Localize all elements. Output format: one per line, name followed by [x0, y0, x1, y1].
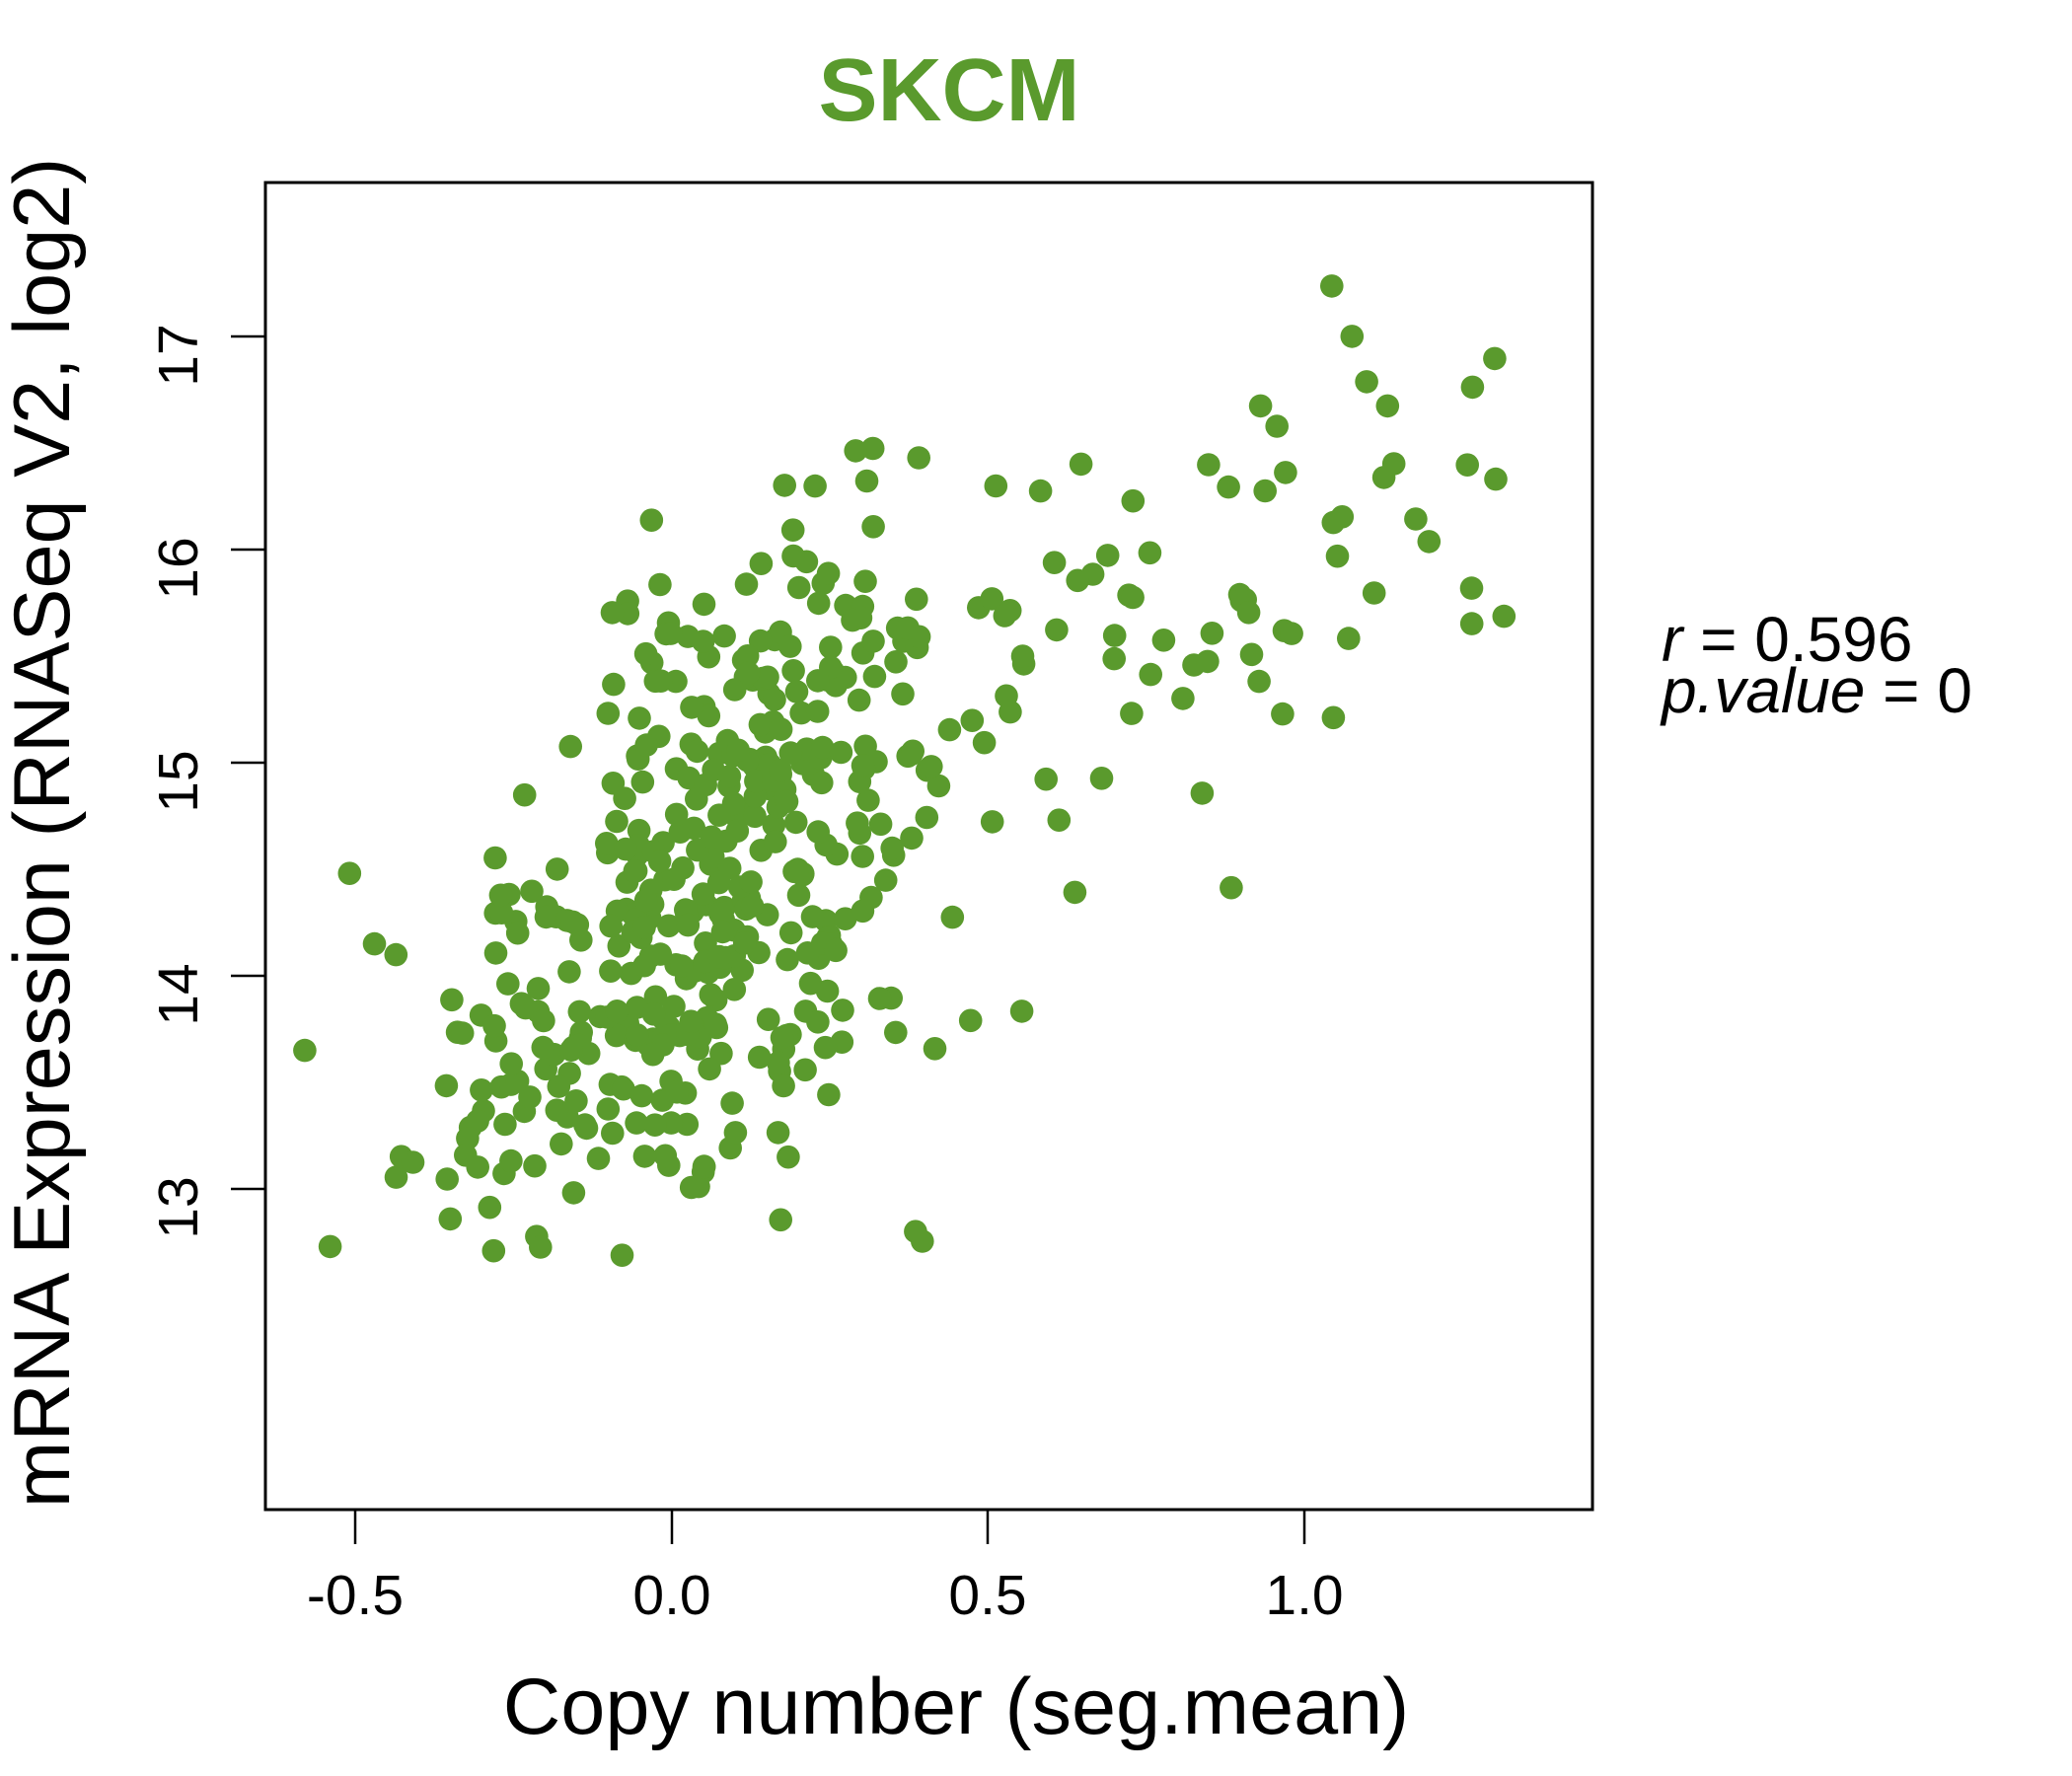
svg-text:13: 13 — [147, 1176, 210, 1238]
svg-text:Copy number (seg.mean): Copy number (seg.mean) — [503, 1663, 1409, 1751]
svg-text:p.value = 0: p.value = 0 — [1660, 655, 1972, 726]
svg-text:-0.5: -0.5 — [307, 1564, 404, 1627]
svg-text:17: 17 — [147, 324, 210, 386]
svg-text:15: 15 — [147, 750, 210, 812]
svg-text:16: 16 — [147, 537, 210, 599]
svg-text:mRNA Expression (RNASeq V2, lo: mRNA Expression (RNASeq V2, log2) — [0, 158, 87, 1509]
svg-text:0.5: 0.5 — [948, 1564, 1026, 1627]
svg-text:SKCM: SKCM — [819, 41, 1080, 140]
svg-text:0.0: 0.0 — [632, 1564, 710, 1627]
svg-text:14: 14 — [147, 963, 210, 1025]
svg-text:1.0: 1.0 — [1265, 1564, 1343, 1627]
